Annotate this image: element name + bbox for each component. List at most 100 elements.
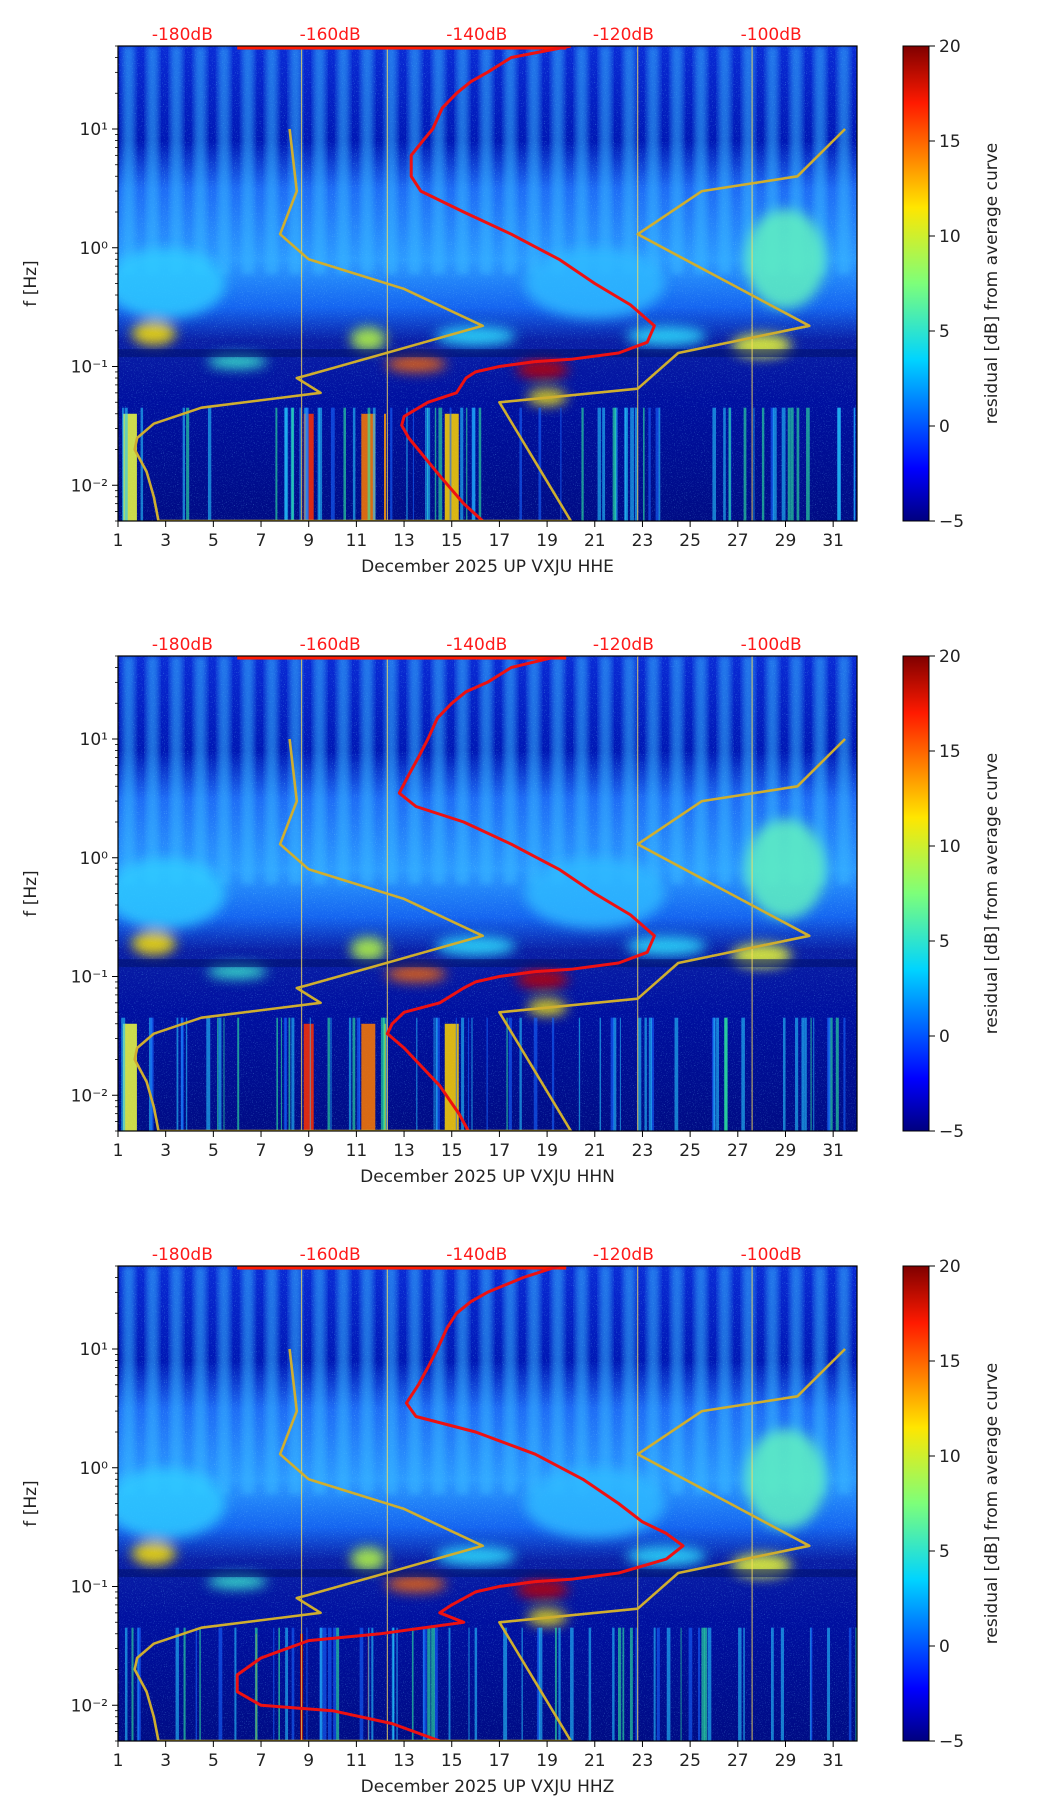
top-db-axis: -180dB -160dB -140dB -120dB -100dB: [152, 635, 802, 655]
streak: [619, 1017, 621, 1131]
daily-band: [456, 1266, 469, 1495]
daily-band: [551, 46, 564, 275]
microseism-blobs: [118, 1429, 826, 1626]
streak: [781, 407, 786, 521]
streak: [622, 1627, 625, 1741]
daily-band: [241, 1266, 254, 1495]
y-axis: 10⁻² 10⁻¹ 10⁰ 10¹ f [Hz]: [21, 655, 118, 1132]
energy-blob: [131, 1541, 176, 1566]
colorbar-tick-label: −5: [939, 512, 964, 532]
daily-band: [170, 1266, 183, 1495]
streak: [358, 1017, 361, 1131]
streak: [207, 407, 212, 521]
colorbar-tick-label: 10: [939, 227, 961, 247]
x-tick-label: 17: [489, 1141, 511, 1161]
streak: [827, 1017, 831, 1131]
streak: [455, 1017, 457, 1131]
streak: [299, 407, 301, 521]
x-tick-label: 1: [113, 1751, 124, 1771]
energy-blob: [745, 209, 826, 310]
streak: [426, 407, 431, 521]
streak: [348, 1017, 352, 1131]
energy-blob: [516, 1579, 569, 1600]
x-tick-label: 9: [303, 531, 314, 551]
streak: [658, 407, 661, 521]
streak: [284, 407, 288, 521]
streak: [383, 1017, 386, 1131]
colorbar-tick-label: −5: [939, 1122, 964, 1142]
streak: [597, 407, 601, 521]
streak: [519, 407, 522, 521]
energy-blob: [516, 969, 569, 990]
daily-band: [408, 46, 421, 275]
streak: [186, 407, 190, 521]
streak: [712, 407, 716, 521]
streak: [810, 1017, 812, 1131]
x-tick-label: 25: [679, 1751, 701, 1771]
streak: [644, 1017, 647, 1131]
streak: [183, 1627, 186, 1741]
colorbar-tick-label: 15: [939, 1352, 961, 1372]
streak: [474, 1627, 478, 1741]
microseism-blobs: [118, 819, 826, 1016]
streak: [536, 1627, 540, 1741]
streak: [837, 407, 842, 521]
energy-blob: [118, 858, 226, 929]
top-db-label: -160dB: [300, 635, 361, 655]
streak: [217, 1017, 219, 1131]
x-tick-label: 19: [536, 531, 558, 551]
streak: [743, 1627, 745, 1741]
streak: [558, 1627, 561, 1741]
reference-noise-curve: [133, 128, 847, 521]
daily-band: [122, 1266, 135, 1495]
x-tick-label: 5: [208, 1141, 219, 1161]
streak: [771, 1627, 774, 1741]
reference-noise-curve: [133, 1348, 847, 1741]
daily-band: [384, 1266, 397, 1495]
streak: [448, 1627, 451, 1741]
energy-blob: [350, 327, 387, 352]
streak: [291, 1017, 295, 1131]
plot-area: [118, 656, 857, 1131]
colorbar: 20 15 10 5 0 −5 residual [dB] from average cur…: [902, 1257, 1002, 1752]
streak: [284, 1017, 287, 1131]
streak: [634, 407, 638, 521]
x-tick-label: 19: [536, 1141, 558, 1161]
streak: [433, 1017, 435, 1131]
streak: [466, 407, 468, 521]
daily-band: [170, 46, 183, 275]
streak: [396, 1627, 398, 1741]
streak: [237, 1017, 240, 1131]
colorbar-tick-label: 20: [939, 647, 961, 667]
y-tick-label: 10⁰: [80, 849, 109, 869]
top-db-label: -140dB: [446, 635, 507, 655]
x-tick-label: 9: [303, 1141, 314, 1161]
colorbar-tick-label: −5: [939, 1732, 964, 1752]
energy-blob: [626, 326, 707, 347]
streak: [612, 407, 616, 521]
streak: [801, 1017, 805, 1131]
colorbar-label: residual [dB] from average curve: [982, 143, 1002, 424]
average-psd-curve: [235, 1266, 685, 1741]
streak: [359, 1627, 364, 1741]
streak: [849, 1627, 852, 1741]
colorbar-gradient: [902, 655, 930, 1132]
streak: [503, 1627, 508, 1741]
streak: [829, 1017, 833, 1131]
streak: [827, 1627, 831, 1741]
streak: [122, 407, 124, 521]
streak: [199, 1627, 201, 1741]
y-axis-label: f [Hz]: [21, 260, 41, 306]
streak: [276, 1017, 279, 1131]
streak: [327, 1627, 332, 1741]
y-tick-label: 10⁰: [80, 1459, 109, 1479]
streak: [182, 407, 185, 521]
average-psd-curve: [385, 656, 656, 1131]
y-axis-label: f [Hz]: [21, 870, 41, 916]
streak: [371, 1627, 374, 1741]
streak: [560, 407, 562, 521]
streak: [411, 1627, 414, 1741]
energy-blob: [626, 1546, 707, 1567]
plot-area: [118, 1266, 857, 1741]
streak: [131, 1627, 134, 1741]
